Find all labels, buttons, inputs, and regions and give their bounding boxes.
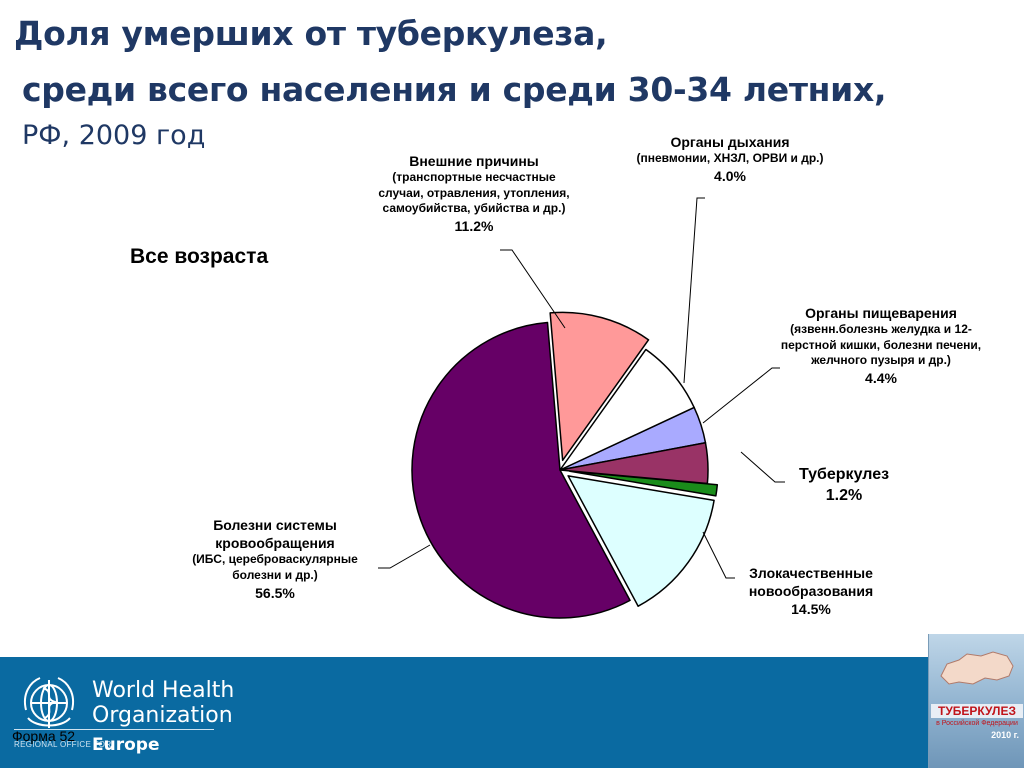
title-line-3: РФ, 2009 год: [22, 120, 206, 151]
russia-map-icon: [940, 651, 1014, 685]
book-cover-title: ТУБЕРКУЛЕЗ: [931, 704, 1023, 718]
label-circulatory-value: 56.5%: [255, 584, 295, 601]
pie-slice-tuberculosis: [569, 470, 719, 497]
label-circulatory-detail: (ИБС, цереброваскулярные болезни и др.): [192, 552, 358, 582]
who-region: Europe: [92, 735, 160, 755]
chart-subtitle: Все возраста: [130, 245, 269, 268]
label-respiratory: Органы дыхания (пневмонии, ХНЗЛ, ОРВИ и …: [620, 133, 840, 185]
book-cover-year: 2010 г.: [991, 730, 1019, 740]
who-name-line-2: Organization: [92, 703, 233, 728]
label-digestive: Органы пищеварения (язвенн.болезнь желуд…: [778, 304, 984, 387]
label-circulatory-name: Болезни системы кровообращения: [213, 517, 337, 552]
title-line-2: среди всего населения и среди 30-34 летн…: [22, 70, 887, 109]
pie-slice-cancer: [567, 475, 715, 607]
leader-respiratory: [683, 197, 705, 384]
label-respiratory-detail: (пневмонии, ХНЗЛ, ОРВИ и др.): [636, 151, 824, 166]
label-external-detail: (транспортные несчастные случаи, отравле…: [378, 170, 570, 216]
pie-slice-circulatory: [411, 321, 631, 619]
leader-external: [500, 249, 566, 329]
label-respiratory-value: 4.0%: [714, 167, 746, 184]
label-external-value: 11.2%: [454, 217, 494, 234]
title-line-1: Доля умерших от туберкулеза,: [14, 14, 608, 53]
label-digestive-detail: (язвенн.болезнь желудка и 12-перстной ки…: [780, 322, 982, 368]
label-external-name: Внешние причины: [409, 153, 539, 169]
pie-slice-other: [559, 348, 695, 471]
form-label: Форма 52: [12, 728, 76, 744]
leader-circulatory: [378, 544, 431, 569]
label-cancer-value: 14.5%: [791, 601, 831, 618]
footer-bar: [0, 657, 1024, 768]
label-circulatory: Болезни системы кровообращения (ИБС, цер…: [172, 516, 378, 602]
who-emblem-icon: [24, 677, 74, 728]
label-external: Внешние причины (транспортные несчастные…: [370, 152, 578, 235]
label-digestive-name: Органы пищеварения: [805, 305, 957, 321]
label-tuberculosis: Туберкулез 1.2%: [772, 465, 916, 507]
label-cancer: Злокачественные новообразования 14.5%: [730, 564, 892, 619]
label-tuberculosis-value: 1.2%: [825, 486, 863, 504]
leader-lines: [378, 197, 785, 579]
pie-slices: [411, 311, 719, 619]
label-tuberculosis-name: Туберкулез: [798, 466, 890, 483]
leader-cancer: [702, 531, 735, 579]
leader-digestive: [702, 367, 780, 424]
who-name-line-1: World Health: [92, 678, 235, 703]
label-digestive-value: 4.4%: [865, 369, 897, 386]
book-cover-image: ТУБЕРКУЛЕЗ в Российской Федерации 2010 г…: [928, 634, 1024, 768]
leader-tuberculosis: [740, 451, 785, 483]
who-region-small: REGIONAL OFFICE FOR: [14, 740, 112, 749]
book-cover-subtitle: в Российской Федерации: [936, 720, 1018, 727]
footer-divider: [14, 729, 214, 730]
label-cancer-name: Злокачественные новообразования: [748, 565, 874, 600]
label-respiratory-name: Органы дыхания: [670, 134, 790, 150]
